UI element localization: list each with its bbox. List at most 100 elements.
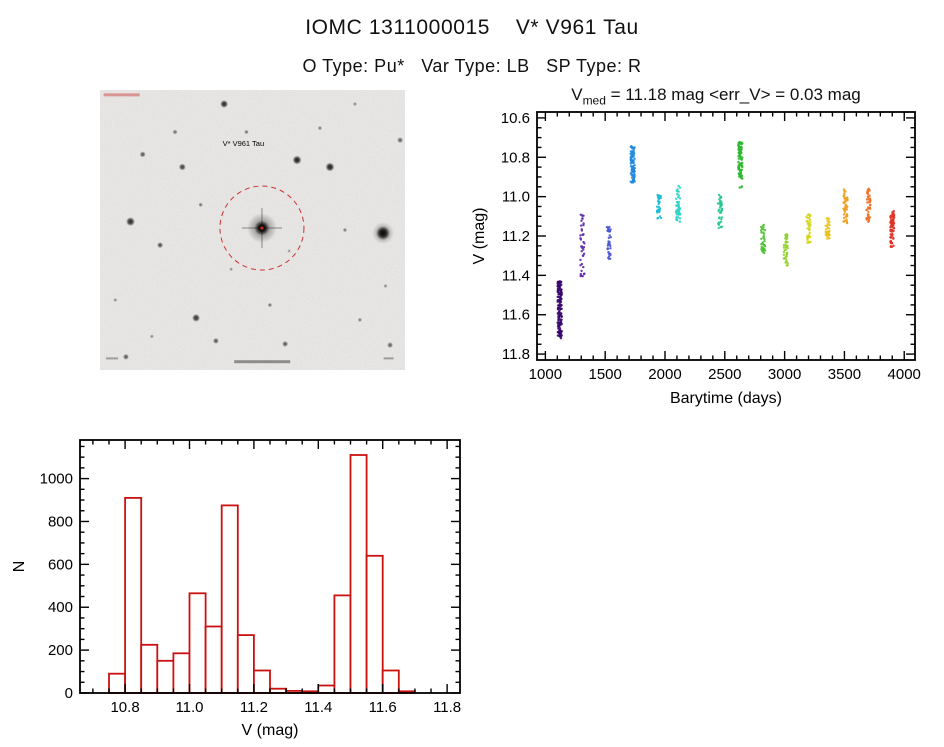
data-point [808,231,811,235]
data-point [866,214,870,217]
y-tick-label: 0 [65,685,73,702]
data-point [719,203,722,207]
star [383,284,388,288]
histogram-axes: 10.8 11.0 11.2 11.4 11.6 11.8 0 200 400 600 800 100… [11,439,461,739]
data-point [719,226,723,229]
data-point [784,233,787,237]
y-tick-label: 200 [48,642,73,659]
data-point [677,190,680,193]
data-point [678,207,681,210]
data-point [762,248,765,251]
data-point [741,161,744,165]
data-point [717,193,721,197]
data-point [657,202,660,206]
star [325,162,335,172]
data-point [738,162,741,165]
data-cluster [629,145,636,184]
star [157,242,164,249]
data-point [582,254,585,257]
x-tick-label: 11.6 [369,699,397,716]
data-point [866,195,869,198]
star [139,151,146,158]
star [126,217,135,227]
data-point [890,224,893,227]
data-point [720,207,723,211]
data-point [557,325,560,328]
tiny-annotation [106,357,119,360]
y-tick-label: 11.8 [502,346,530,363]
data-point [824,224,827,228]
data-point [655,205,659,208]
y-tick-label: 1000 [40,471,73,488]
finding-chart-image: V* V961 Tau [100,90,405,370]
data-point [738,142,741,145]
star [192,313,201,322]
data-point [866,201,869,204]
data-point [739,151,742,154]
finding-chart-figure: V* V961 Tau [100,90,405,370]
x-tick-label: 11.0 [175,699,203,716]
x-tick-label: 11.4 [304,699,332,716]
data-point [580,245,583,248]
data-point [633,164,636,167]
data-cluster [579,213,586,278]
data-point [740,185,744,188]
histogram-bars [108,454,416,694]
data-point [559,297,562,301]
histogram-bar [124,497,143,694]
star [397,137,404,144]
data-point [842,188,846,191]
data-point [868,194,871,197]
data-point [762,231,765,234]
tiny-annotation [383,357,394,360]
data-point [579,258,582,262]
data-point [763,244,766,247]
data-point [760,231,763,234]
data-point [720,216,724,219]
data-point [557,316,560,319]
data-point [784,243,787,247]
histogram-bar [156,659,175,694]
data-point [807,217,811,220]
data-point [807,213,810,216]
data-point [741,156,744,159]
data-point [826,217,829,220]
data-point [656,217,659,220]
data-point [579,272,582,276]
data-point [826,237,829,240]
data-point [782,250,786,254]
histogram-bar [220,504,239,694]
data-point [716,202,720,205]
data-point [889,245,892,248]
histogram-panel: 10.8 11.0 11.2 11.4 11.6 11.8 0 200 400 600 800 100… [10,430,480,747]
data-point [632,179,636,182]
y-tick-label: 800 [48,513,73,530]
star [317,125,323,131]
data-point [579,274,582,278]
data-point [805,216,808,219]
data-point [609,253,612,257]
y-axis-label: N [11,561,28,573]
data-point [631,146,635,150]
data-point [608,225,611,229]
data-point [632,170,635,173]
light-curve-plot: 1000 1500 2000 2500 3000 3500 4000 10.6 10.8 11.0… [471,110,921,407]
data-point [556,304,560,307]
data-point [633,157,636,160]
x-tick-label: 11.2 [240,699,268,716]
data-point [675,216,678,219]
data-point [580,269,583,273]
data-point [630,160,633,163]
star [178,163,186,171]
data-point [675,204,679,208]
x-tick-label: 10.8 [110,699,139,716]
data-point [889,215,893,219]
data-point [828,223,831,227]
star [244,129,249,135]
y-tick-label: 600 [48,556,73,573]
data-point [760,247,763,251]
data-point [582,246,586,249]
x-tick-label: 3500 [828,366,861,383]
data-point [659,195,662,198]
light-curve-data [556,140,896,340]
